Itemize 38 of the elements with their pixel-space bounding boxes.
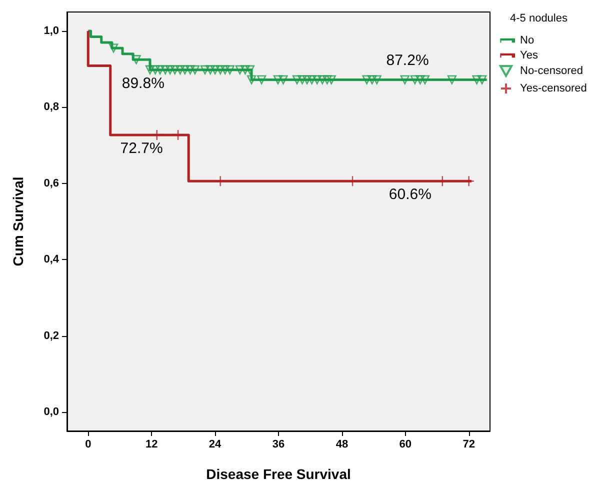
y-tick-label: 0,4: [44, 254, 60, 266]
x-tick-label: 60: [399, 438, 412, 450]
annotation: 89.8%: [122, 74, 164, 92]
x-tick-label: 24: [208, 438, 222, 450]
point: [132, 55, 141, 64]
point: [108, 44, 118, 53]
point: [225, 65, 234, 74]
y-tick-label: 1,0: [44, 25, 59, 38]
y-tick-label: 0,0: [44, 406, 59, 418]
point: [245, 65, 255, 74]
legend-label: Yes-censored: [520, 82, 587, 94]
annotation: 72.7%: [120, 140, 163, 158]
point: [420, 75, 430, 84]
x-tick-label: 12: [145, 438, 158, 450]
legend-title: 4-5 nodules: [510, 12, 568, 24]
point: [326, 75, 336, 84]
y-tick-label: 0,2: [44, 330, 59, 342]
point: [447, 75, 457, 84]
x-tick-label: 36: [272, 438, 285, 450]
point: [372, 75, 382, 84]
annotation: 60.6%: [388, 186, 432, 204]
point: [256, 75, 266, 84]
legend-label: No: [520, 34, 534, 46]
y-tick-label: 0,6: [44, 177, 59, 190]
point: [278, 75, 288, 84]
x-tick-label: 48: [336, 438, 348, 450]
point: [400, 75, 410, 84]
point: [246, 75, 256, 84]
legend-label: No-censored: [520, 65, 583, 77]
annotation: 87.2%: [386, 52, 429, 69]
point: [477, 75, 487, 84]
x-axis-title: Disease Free Survival: [206, 466, 351, 482]
point: [190, 65, 200, 74]
x-tick-label: 0: [85, 438, 92, 450]
y-tick-label: 0,8: [44, 101, 59, 114]
x-tick-label: 72: [462, 438, 475, 450]
legend-label: Yes: [520, 50, 538, 62]
y-axis-title: Cum Survival: [10, 176, 26, 266]
